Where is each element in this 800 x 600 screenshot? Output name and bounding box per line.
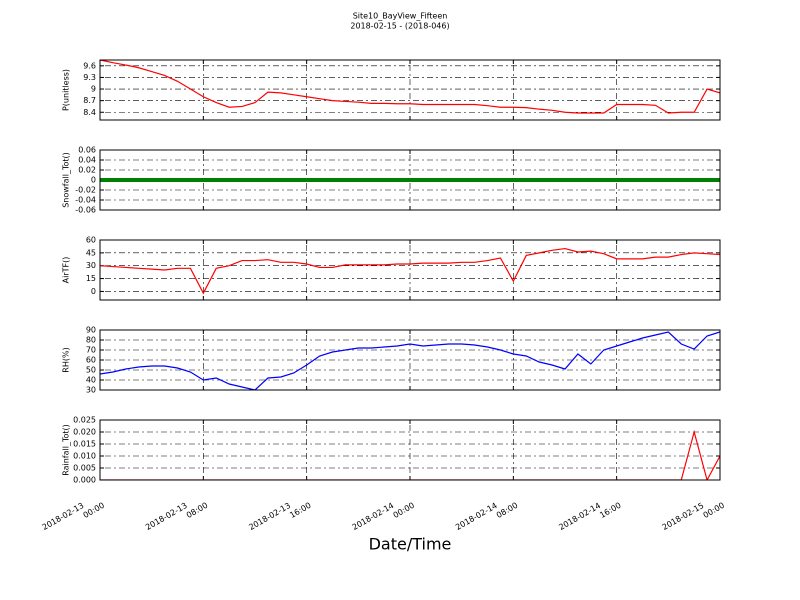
y-tick-label: 0.04	[78, 156, 96, 165]
data-line	[100, 331, 720, 390]
y-tick-label: 90	[86, 326, 96, 335]
data-line	[100, 60, 720, 114]
y-tick-label: 15	[86, 274, 96, 283]
y-tick-label: 0.06	[78, 146, 96, 155]
y-axis-label: P(unitless)	[62, 69, 71, 111]
y-tick-label: 80	[86, 336, 96, 345]
y-axis-label: Snowfall_Tot()	[62, 152, 71, 208]
y-tick-label: 0.005	[73, 464, 96, 473]
y-axis-label: RH(%)	[62, 347, 71, 372]
y-tick-label: 0.020	[73, 428, 96, 437]
y-tick-label: 9	[91, 85, 96, 94]
y-tick-label: 60	[86, 356, 96, 365]
y-tick-label: 0	[91, 176, 96, 185]
y-tick-label: -0.06	[75, 206, 96, 215]
x-axis-label: Date/Time	[369, 535, 452, 554]
y-tick-label: 45	[86, 248, 96, 257]
y-tick-label: 9.3	[83, 73, 96, 82]
y-tick-label: 50	[86, 366, 96, 375]
y-tick-label: 0.02	[78, 166, 96, 175]
y-tick-label: 0.000	[73, 476, 96, 485]
data-line	[100, 247, 720, 295]
y-tick-label: 0	[91, 287, 96, 296]
y-tick-label: 70	[86, 346, 96, 355]
y-tick-label: -0.02	[75, 186, 96, 195]
plot-frame	[99, 419, 721, 481]
y-tick-label: 60	[86, 236, 96, 245]
chart-title: Site10_BayView_Fifteen	[353, 12, 448, 21]
y-axis-label: Rainfall_Tot()	[62, 424, 71, 476]
y-tick-label: 30	[86, 386, 96, 395]
y-tick-label: 30	[86, 261, 96, 270]
y-tick-label: 8.4	[83, 108, 96, 117]
y-tick-label: 0.015	[73, 440, 96, 449]
plot-frame	[99, 329, 721, 391]
chart-subtitle: 2018-02-15 - (2018-046)	[350, 22, 449, 31]
plot-frame	[99, 59, 721, 121]
y-tick-label: 40	[86, 376, 96, 385]
y-axis-label: AirTF()	[62, 257, 71, 284]
y-tick-label: 9.6	[83, 61, 96, 70]
y-tick-label: -0.04	[75, 196, 96, 205]
plot-frame	[99, 239, 721, 301]
y-tick-label: 0.010	[73, 452, 96, 461]
y-tick-label: 0.025	[73, 416, 96, 425]
y-tick-label: 8.7	[83, 96, 96, 105]
plot-frame	[99, 149, 721, 211]
